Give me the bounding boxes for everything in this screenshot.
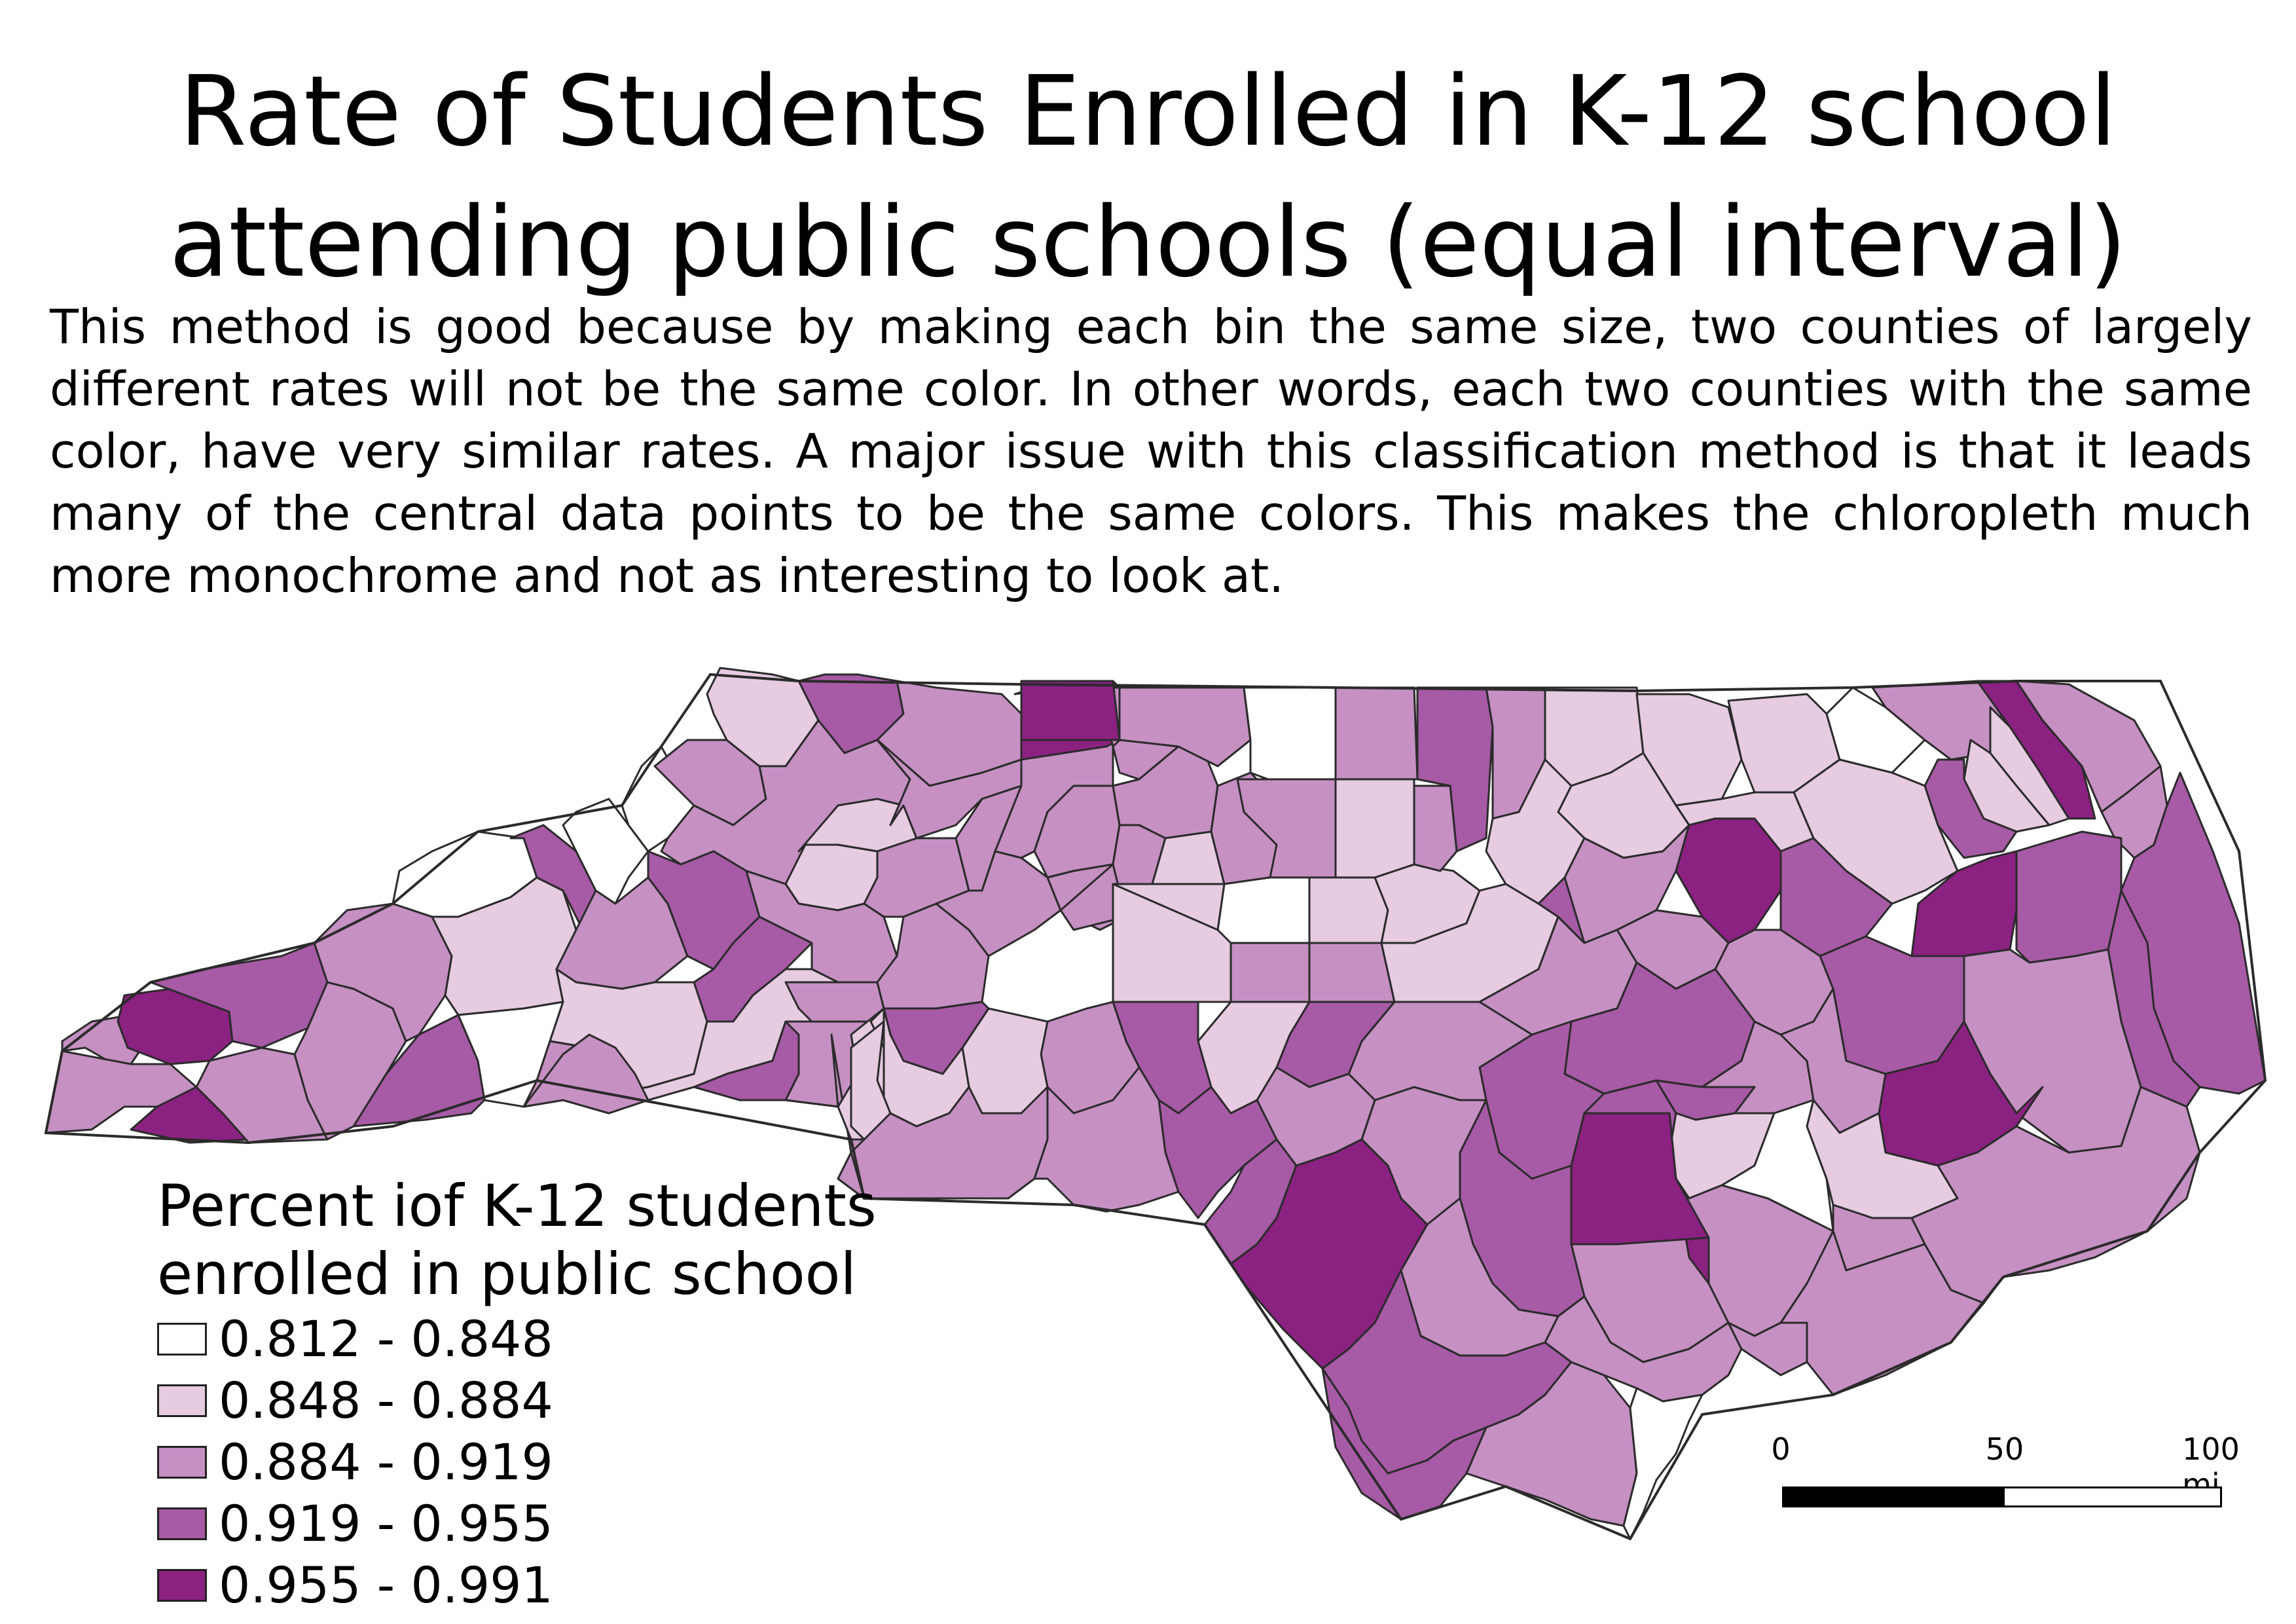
county bbox=[1308, 876, 1389, 944]
legend: Percent iof K-12 students enrolled in pu… bbox=[157, 1172, 877, 1616]
scale-bar: 0 50 100 mi bbox=[1771, 1431, 2240, 1510]
legend-item: 0.919 - 0.955 bbox=[157, 1493, 877, 1555]
legend-swatch bbox=[157, 1507, 207, 1540]
county bbox=[1308, 942, 1396, 1003]
county bbox=[784, 1033, 866, 1200]
legend-item: 0.955 - 0.991 bbox=[157, 1555, 877, 1616]
county bbox=[1622, 1387, 1704, 1540]
county bbox=[863, 837, 970, 918]
county bbox=[1334, 778, 1415, 879]
legend-label: 0.955 - 0.991 bbox=[219, 1556, 553, 1614]
county bbox=[2015, 830, 2123, 964]
county bbox=[1727, 1321, 1808, 1376]
county bbox=[1537, 876, 1586, 944]
state-outline bbox=[44, 673, 2267, 1541]
legend-swatch bbox=[157, 1384, 207, 1417]
county bbox=[1544, 1295, 1743, 1403]
legend-item: 0.848 - 0.884 bbox=[157, 1370, 877, 1431]
legend-title: Percent iof K-12 students enrolled in pu… bbox=[157, 1172, 877, 1308]
county bbox=[850, 1020, 892, 1141]
scale-bar-dark bbox=[1782, 1486, 2005, 1507]
county bbox=[313, 902, 453, 1043]
map-title: Rate of Students Enrolled in K-12 school… bbox=[169, 55, 2127, 299]
county bbox=[522, 1033, 649, 1115]
county bbox=[1236, 778, 1337, 879]
scale-tick-50: 50 bbox=[1985, 1431, 2024, 1467]
legend-label: 0.848 - 0.884 bbox=[219, 1371, 553, 1430]
county bbox=[876, 739, 1023, 840]
legend-label: 0.919 - 0.955 bbox=[219, 1494, 553, 1553]
county bbox=[1230, 942, 1311, 1003]
county bbox=[1334, 686, 1419, 781]
county bbox=[784, 843, 879, 912]
legend-swatch bbox=[157, 1446, 207, 1479]
scale-bar-light bbox=[2003, 1486, 2222, 1507]
county bbox=[562, 798, 649, 905]
scale-tick-100: 100 mi bbox=[2182, 1431, 2240, 1502]
map-description: This method is good because by making ea… bbox=[50, 299, 2252, 603]
county bbox=[1033, 1066, 1180, 1213]
legend-label: 0.812 - 0.848 bbox=[219, 1310, 553, 1368]
scale-tick-0: 0 bbox=[1771, 1431, 1791, 1467]
county bbox=[1243, 686, 1337, 784]
county bbox=[745, 870, 898, 984]
county bbox=[1020, 680, 1121, 741]
legend-item: 0.884 - 0.919 bbox=[157, 1431, 877, 1493]
legend-swatch bbox=[157, 1569, 207, 1602]
legend-swatch bbox=[157, 1323, 207, 1356]
county bbox=[1203, 1138, 1429, 1370]
county bbox=[1413, 784, 1458, 872]
legend-item: 0.812 - 0.848 bbox=[157, 1308, 877, 1370]
legend-label: 0.884 - 0.919 bbox=[219, 1433, 553, 1491]
